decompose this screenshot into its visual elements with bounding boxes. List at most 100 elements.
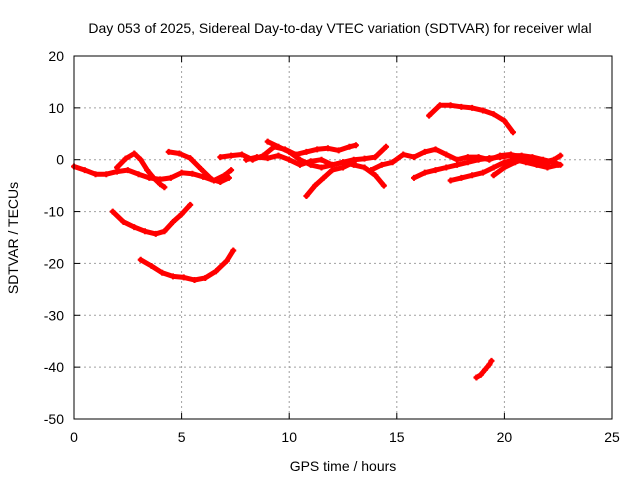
data-point: [131, 224, 138, 231]
data-point: [230, 247, 237, 254]
data-point: [303, 193, 310, 200]
y-tick-label: -40: [44, 359, 64, 375]
data-point: [473, 374, 480, 381]
y-tick-label: -20: [44, 255, 64, 271]
data-point: [421, 148, 428, 155]
data-point: [510, 129, 517, 136]
data-point: [372, 154, 379, 161]
data-point: [238, 151, 245, 158]
data-point: [178, 169, 185, 176]
data-point: [213, 268, 220, 275]
data-point: [81, 167, 88, 174]
data-point: [454, 161, 461, 168]
data-point: [197, 166, 204, 173]
data-point: [329, 161, 336, 168]
data-point: [191, 277, 198, 284]
data-point: [161, 184, 168, 191]
data-point: [432, 167, 439, 174]
data-point: [361, 164, 368, 171]
data-point: [318, 164, 325, 171]
data-point: [165, 148, 172, 155]
data-point: [383, 143, 390, 150]
data-point: [120, 218, 127, 225]
tick-layer: 0 5 10 15 20 25 -50 -40 -30 -20 -10 0 10 20: [44, 48, 620, 445]
x-tick-label: 25: [604, 429, 620, 445]
data-point: [176, 150, 183, 157]
data-point: [228, 167, 235, 174]
data-point: [109, 208, 116, 215]
data-point: [264, 138, 271, 145]
data-point: [421, 169, 428, 176]
data-point: [144, 167, 151, 174]
data-point: [180, 274, 187, 281]
data-point: [340, 159, 346, 166]
data-point: [372, 172, 379, 179]
data-point: [307, 161, 314, 168]
data-point: [318, 156, 325, 163]
data-point: [490, 164, 497, 171]
data-point: [148, 263, 155, 270]
data-point: [286, 148, 293, 155]
data-point: [275, 152, 282, 159]
data-point: [507, 152, 514, 159]
data-point: [329, 167, 336, 174]
chart-title: Day 053 of 2025, Sidereal Day-to-day VTE…: [88, 20, 591, 36]
data-point: [555, 161, 562, 168]
data-point: [522, 155, 529, 162]
data-point: [264, 155, 271, 162]
y-tick-label: 10: [48, 100, 64, 116]
data-point: [161, 228, 168, 235]
data-point: [501, 117, 508, 124]
data-point: [486, 155, 493, 162]
data-point: [122, 155, 129, 162]
data-point: [137, 256, 144, 263]
data-point: [443, 151, 450, 158]
data-point: [346, 143, 353, 150]
data-point: [501, 159, 508, 166]
data-point: [544, 160, 551, 167]
data-point: [169, 273, 176, 280]
data-point: [352, 142, 359, 149]
data-point: [137, 156, 144, 163]
y-axis-label: SDTVAR / TECUs: [5, 182, 21, 294]
data-point: [312, 182, 319, 189]
data-point: [225, 174, 232, 181]
data-point: [557, 152, 564, 159]
series-layer: [71, 102, 564, 381]
data-point: [389, 159, 396, 166]
data-point: [189, 170, 196, 177]
data-point: [124, 167, 131, 174]
data-point: [490, 172, 497, 179]
data-point: [380, 182, 387, 189]
plot-frame: [73, 55, 613, 420]
data-point: [533, 157, 540, 164]
data-point: [411, 154, 418, 161]
data-point: [314, 146, 321, 153]
grid-layer: [74, 56, 612, 419]
data-point: [296, 161, 303, 168]
data-point: [303, 148, 310, 155]
data-point: [426, 112, 433, 119]
data-point: [350, 159, 357, 166]
y-tick-label: -30: [44, 307, 64, 323]
data-point: [512, 159, 519, 166]
data-point: [253, 154, 260, 161]
data-point: [464, 159, 471, 166]
data-point: [479, 107, 486, 114]
data-point: [501, 164, 508, 171]
data-point: [488, 357, 495, 364]
data-point: [340, 164, 346, 171]
data-point: [159, 269, 166, 276]
data-point: [142, 228, 149, 235]
data-point: [361, 155, 368, 162]
data-point: [296, 156, 303, 163]
data-point: [208, 176, 215, 183]
data-point: [178, 211, 185, 218]
series-line-arc-14: [426, 102, 516, 135]
data-point: [443, 164, 450, 171]
data-point: [200, 173, 207, 180]
data-point: [497, 154, 504, 161]
data-point: [324, 145, 331, 152]
